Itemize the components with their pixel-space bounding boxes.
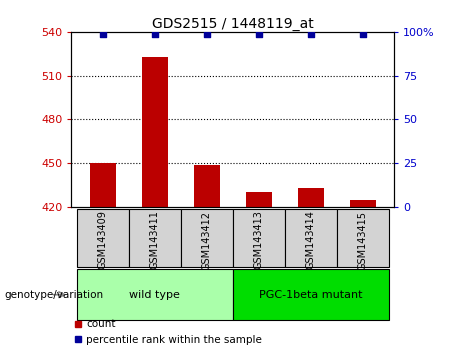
Bar (142, 57, 168, 207)
Bar (194, 165, 220, 207)
Bar (337, 209, 389, 267)
Text: GSM143413: GSM143413 (254, 211, 264, 269)
Bar (246, 193, 272, 207)
Bar (298, 188, 324, 207)
Text: GSM143411: GSM143411 (150, 211, 160, 269)
Bar (77, 209, 129, 267)
Text: GSM143415: GSM143415 (358, 211, 368, 270)
Bar (181, 209, 233, 267)
Title: GDS2515 / 1448119_at: GDS2515 / 1448119_at (152, 17, 313, 31)
Point (99, 31, 106, 36)
Point (307, 31, 314, 36)
Bar (77, 269, 233, 320)
Point (359, 31, 366, 36)
Bar (233, 209, 285, 267)
Legend: count, percentile rank within the sample: count, percentile rank within the sample (70, 315, 266, 349)
Point (203, 31, 211, 36)
Text: GSM143412: GSM143412 (202, 211, 212, 270)
Text: GSM143414: GSM143414 (306, 211, 316, 269)
Bar (129, 209, 181, 267)
Text: genotype/variation: genotype/variation (5, 290, 104, 300)
Bar (350, 200, 376, 207)
Bar (285, 209, 337, 267)
Bar (90, 163, 116, 207)
Text: wild type: wild type (129, 290, 180, 300)
Point (255, 31, 262, 36)
Text: PGC-1beta mutant: PGC-1beta mutant (259, 290, 363, 300)
Text: GSM143409: GSM143409 (98, 211, 108, 269)
Point (151, 31, 159, 36)
Bar (233, 269, 389, 320)
